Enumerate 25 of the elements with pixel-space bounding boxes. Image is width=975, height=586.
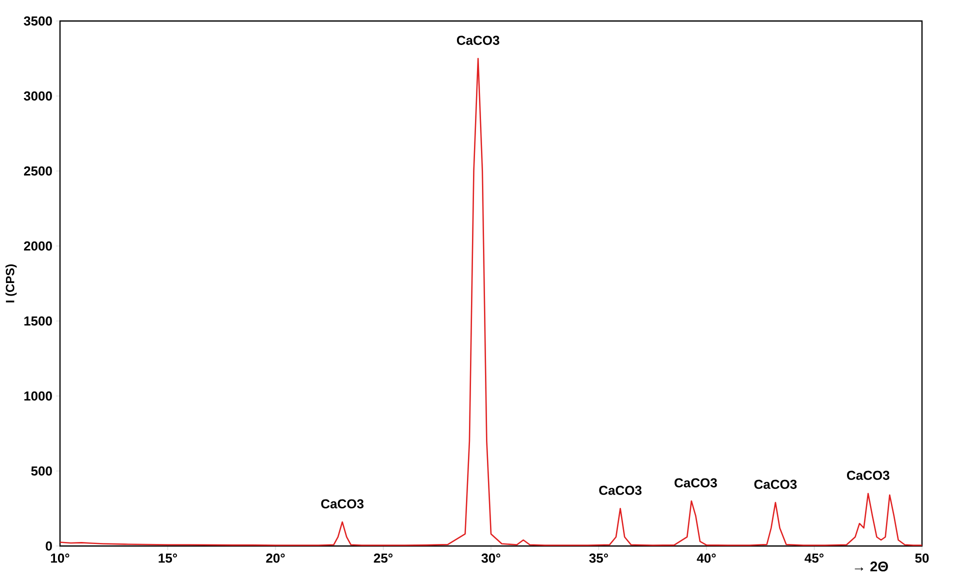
y-tick-label: 0 [46,541,52,551]
x-tick-label: 20° [266,554,285,563]
y-tick-label: 2000 [24,241,52,251]
annotation: CaCO3 [754,480,797,489]
annotation: CaCO3 [321,499,364,508]
x-tick-label: 45° [804,554,824,563]
y-axis-title: I (CPS) [6,264,17,302]
x-tick-label: 10° [50,554,70,563]
y-tick-label: 3500 [24,16,52,26]
annotation: CaCO3 [599,486,642,495]
x-tick-label: 25° [374,554,393,563]
x-tick-label: 35° [589,554,608,563]
x-tick-label: 40° [696,554,716,563]
y-tick-label: 1500 [24,316,52,326]
y-tick-label: 1000 [24,391,52,401]
y-tick-label: 500 [31,466,52,476]
x-tick-label: 30° [481,554,500,563]
annotation: CaCO3 [674,478,717,488]
annotation: CaCO3 [456,36,500,45]
x-tick-label: 50 [915,554,929,563]
y-tick-label: 2500 [24,166,52,176]
annotation: CaCO3 [846,470,890,480]
y-tick-label: 3000 [24,91,52,101]
x-axis-title: → 2Θ [854,562,888,572]
x-tick-label: 15° [158,554,178,563]
